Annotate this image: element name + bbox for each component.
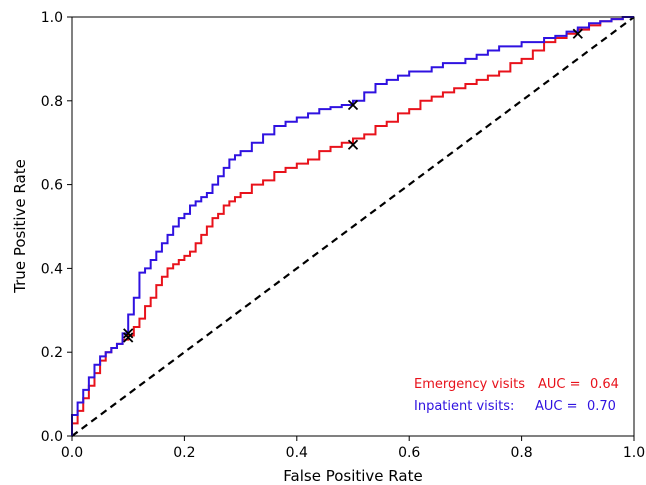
y-tick-label: 0.6 [41,178,63,194]
legend-inpatient-visits-label: Inpatient visits: [414,399,514,414]
x-tick-label: 0.0 [61,445,83,461]
y-tick-label: 0.8 [41,94,63,110]
threshold-marker [572,28,583,39]
x-tick-label: 1.0 [623,445,645,461]
legend: Emergency visits AUC = 0.64 Inpatient vi… [414,377,619,414]
y-tick-label: 1.0 [41,10,63,26]
x-tick-label: 0.2 [173,445,195,461]
legend-emergency-visits-label: Emergency visits [414,377,525,392]
x-tick-label: 0.4 [286,445,308,461]
legend-emergency-visits-auc-value: 0.64 [590,377,619,392]
x-tick-label: 0.6 [398,445,420,461]
x-tick-label: 0.8 [510,445,532,461]
plot-frame [71,16,635,437]
chance-diagonal-line [71,16,635,437]
threshold-marker [123,332,134,343]
threshold-markers [123,28,583,343]
y-tick-label: 0.0 [41,429,63,445]
emergency-visits-roc-curve [71,16,634,436]
threshold-marker [123,328,134,339]
legend-inpatient-visits-auc-value: 0.70 [587,399,616,414]
x-axis-ticks: 0.0 0.2 0.4 0.6 0.8 1.0 [61,436,645,461]
y-tick-label: 0.4 [41,261,63,277]
threshold-marker [347,99,359,111]
y-axis-title: True Positive Rate [11,159,29,294]
y-tick-label: 0.2 [41,345,63,361]
legend-emergency-visits-auc-label: AUC = [538,377,581,392]
legend-inpatient-visits-auc-label: AUC = [535,399,578,414]
x-axis-title: False Positive Rate [283,467,422,485]
y-axis-ticks: 0.0 0.2 0.4 0.6 0.8 1.0 [41,10,72,445]
inpatient-visits-roc-curve [71,16,634,436]
threshold-marker [347,139,359,150]
